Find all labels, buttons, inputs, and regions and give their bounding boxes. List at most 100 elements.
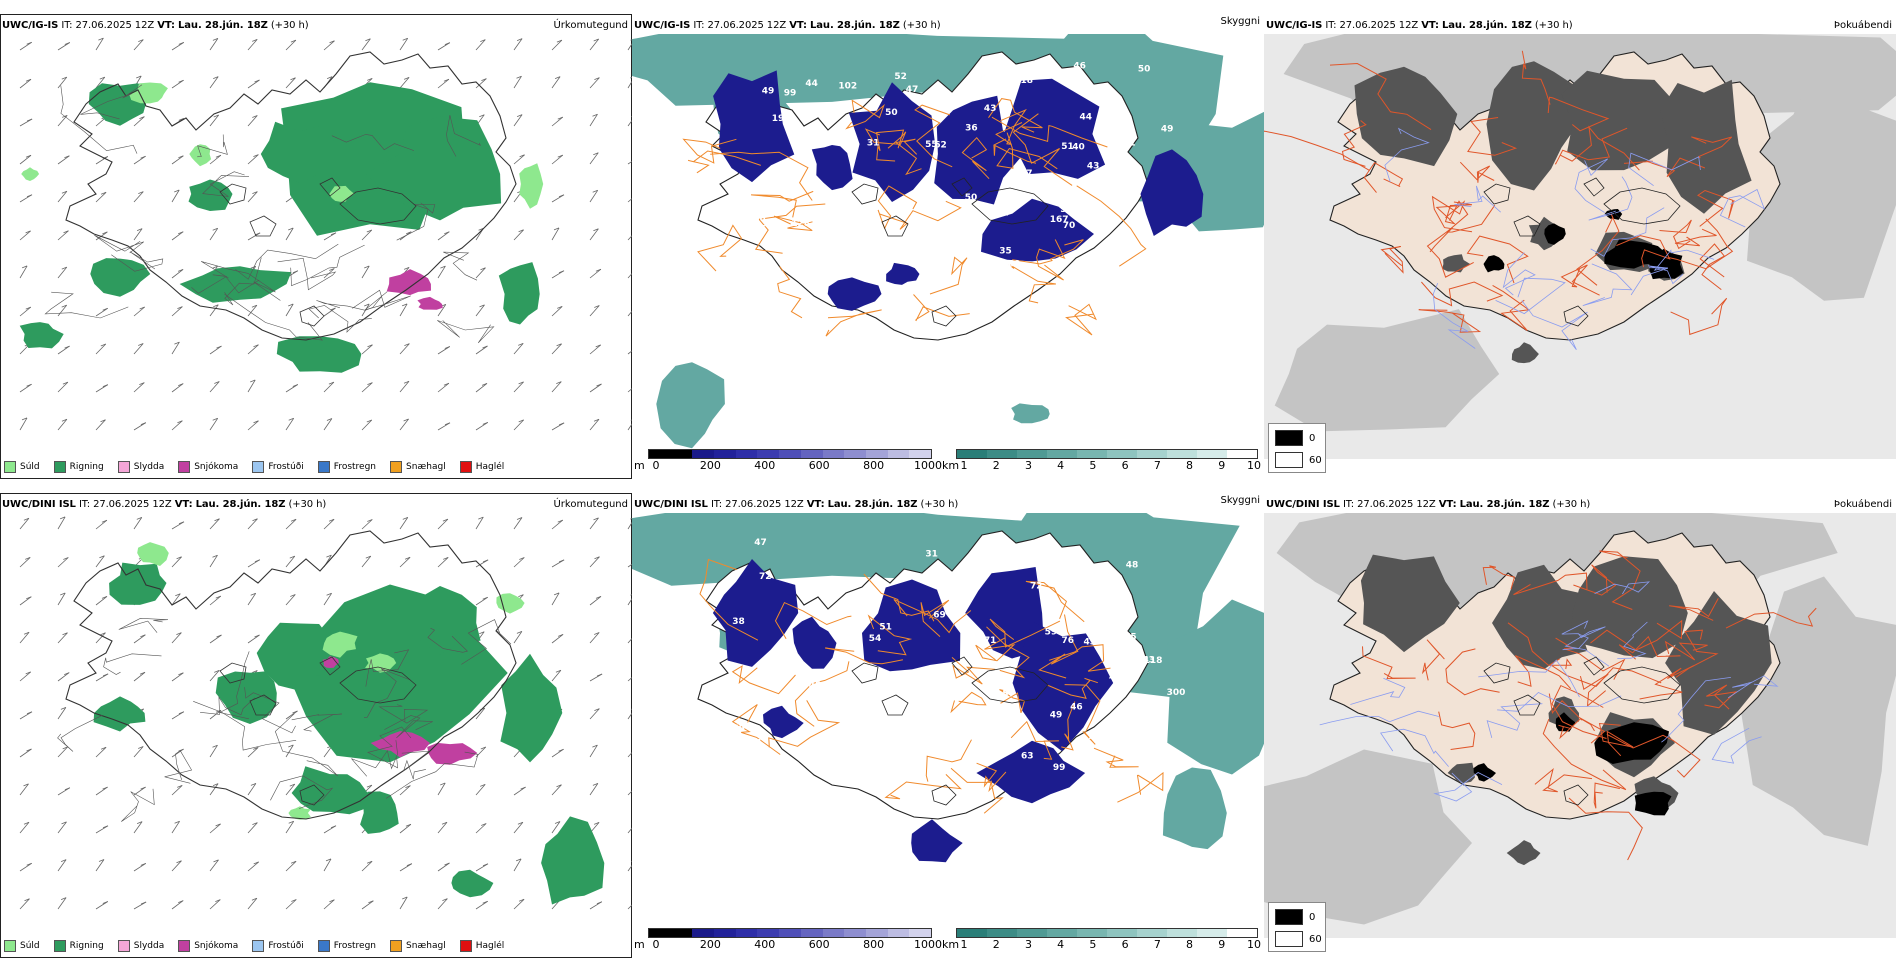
colorbar-tick: 1 <box>961 938 968 951</box>
drizzle-area <box>137 542 169 566</box>
wind-barb <box>590 709 599 719</box>
colorbar-strip <box>956 928 1258 938</box>
wind-barb <box>172 421 182 430</box>
fog-panel-bottom: UWC/DINI ISL IT: 27.06.2025 12Z VT: Lau.… <box>1264 493 1896 958</box>
visibility-value-label: 271 <box>1117 138 1136 148</box>
colorbar-unit: m <box>634 459 645 472</box>
wind-barb <box>590 190 598 202</box>
wind-barb <box>286 385 298 393</box>
wind-barb <box>210 228 218 240</box>
wind-barb <box>476 383 487 392</box>
wind-barb <box>172 785 182 795</box>
wind-barb <box>58 43 70 51</box>
wind-barb <box>552 306 562 316</box>
legend-item: Frostregn <box>318 940 376 952</box>
colorbar-tick: 6 <box>1122 938 1129 951</box>
colorbar-tick: 1000 <box>914 459 942 472</box>
road-line <box>225 294 323 340</box>
wind-barb <box>172 307 182 316</box>
wind-barb <box>248 380 255 392</box>
fog-index-map[interactable] <box>1264 34 1896 459</box>
wind-barb <box>400 344 409 354</box>
rain-area <box>180 266 292 303</box>
legend-swatch <box>54 461 66 473</box>
panel-field-title: Þokuábendi <box>1834 499 1892 510</box>
wind-barb <box>514 518 522 530</box>
wind-barb <box>58 419 67 430</box>
legend-item: Slydda <box>118 940 164 952</box>
wind-barb <box>96 860 104 872</box>
wind-barb <box>590 114 598 126</box>
wind-barb <box>20 518 29 529</box>
wind-barb <box>362 901 373 909</box>
colorbar-tick: 600 <box>809 459 830 472</box>
visibility-value-label: 72 <box>1088 732 1101 742</box>
wind-barb <box>172 861 182 871</box>
wind-barb <box>134 344 143 355</box>
wind-barb <box>362 383 372 392</box>
precip-type-map[interactable] <box>0 513 632 938</box>
wind-barb <box>58 77 67 88</box>
wind-barb <box>590 902 602 909</box>
visibility-value-label: 49 <box>1161 125 1174 135</box>
wind-barb <box>134 822 142 833</box>
visibility-value-label: 59 <box>1060 205 1073 215</box>
wind-barb <box>552 749 564 757</box>
wind-barb <box>476 784 485 795</box>
legend-label: Súld <box>20 462 40 472</box>
visibility-value-label: 55 <box>925 140 938 150</box>
wind-barb <box>210 346 222 354</box>
wind-barb <box>476 517 483 529</box>
wind-barb <box>172 80 184 88</box>
visibility-value-label: 99 <box>784 88 797 98</box>
snow-area <box>387 269 431 295</box>
wind-barb <box>552 670 561 681</box>
wind-barb <box>362 520 372 530</box>
wind-barb <box>172 594 180 605</box>
wind-barb <box>210 555 218 567</box>
precip-type-map[interactable] <box>0 34 632 459</box>
wind-barb <box>286 304 293 316</box>
wind-barb <box>590 269 601 278</box>
wind-barb <box>438 423 450 430</box>
panel-field-title: Úrkomutegund <box>553 20 628 31</box>
wind-barb <box>286 40 296 50</box>
wind-barb <box>438 783 445 795</box>
colorbar-unit: km <box>942 938 959 951</box>
wind-barb <box>248 305 257 316</box>
wind-barb <box>58 860 66 871</box>
wind-barb <box>20 119 32 126</box>
fog-index-map[interactable] <box>1264 513 1896 938</box>
wind-barb <box>362 861 372 871</box>
wind-barb <box>590 674 602 681</box>
colorbar-tick: 10 <box>1247 459 1261 472</box>
wind-barb <box>438 383 449 392</box>
wind-barb <box>210 745 218 757</box>
wind-barb <box>286 595 295 606</box>
wind-barb <box>400 824 411 833</box>
rain-area <box>360 791 399 834</box>
wind-barb <box>438 557 448 567</box>
wind-barb <box>58 267 67 278</box>
rain-area <box>277 336 362 373</box>
wind-barb <box>476 40 485 50</box>
wind-barb <box>324 826 336 833</box>
wind-barb <box>20 632 29 643</box>
wind-barb <box>590 783 598 795</box>
wind-barb <box>438 822 447 833</box>
colorbar-tick: 6 <box>1122 459 1129 472</box>
panel-header: UWC/DINI ISL IT: 27.06.2025 12Z VT: Lau.… <box>1266 499 1590 510</box>
wind-barb <box>20 822 29 833</box>
legend-item: Snjókoma <box>178 461 238 473</box>
legend-item: Snæhagl <box>390 940 446 952</box>
visibility-value-label: 43 <box>1142 656 1155 666</box>
visibility-value-label: 49 <box>762 87 775 97</box>
wind-barb <box>58 673 69 681</box>
colorbar-strip <box>956 449 1258 459</box>
wind-barb <box>134 423 146 430</box>
wind-barb <box>590 229 598 240</box>
road-line <box>94 235 143 253</box>
